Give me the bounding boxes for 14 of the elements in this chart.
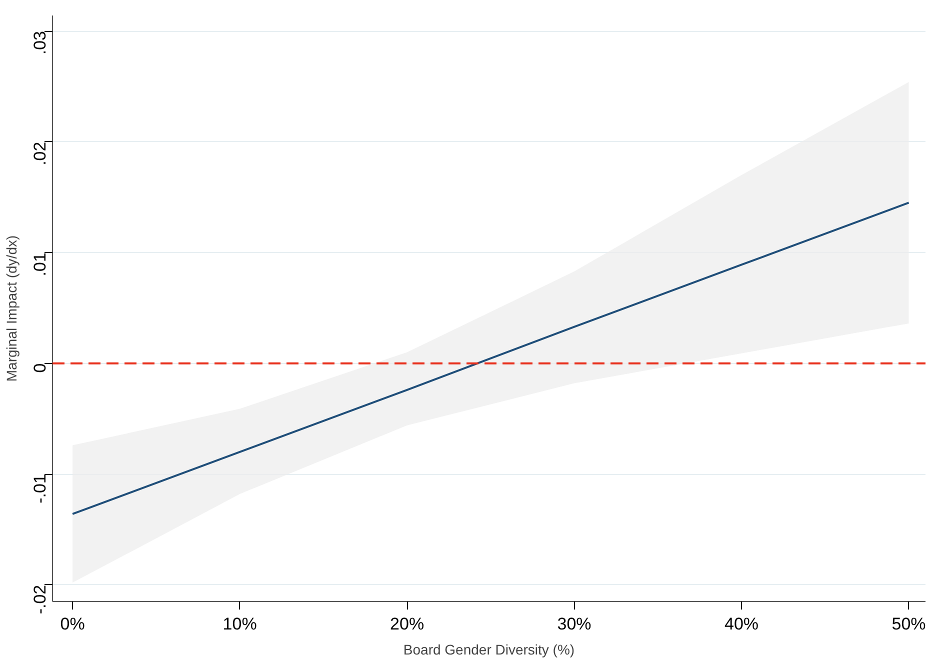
y-tick-label: -.01 — [30, 474, 50, 504]
x-axis-title: Board Gender Diversity (%) — [403, 642, 575, 658]
x-tick-label: 40% — [724, 614, 759, 634]
y-tick-label: 0 — [30, 363, 50, 373]
y-tick-label: -.02 — [30, 584, 50, 614]
y-tick-label: .03 — [30, 31, 50, 55]
x-tick-label: 30% — [557, 614, 592, 634]
y-tick-label: .02 — [30, 142, 50, 166]
x-tick-label: 0% — [60, 614, 85, 634]
x-tick-label: 20% — [390, 614, 424, 634]
y-tick-label: .01 — [30, 252, 50, 276]
x-tick-label: 50% — [892, 614, 926, 634]
x-tick-label: 10% — [222, 614, 257, 634]
y-axis-title: Marginal Impact (dy/dx) — [4, 235, 20, 382]
